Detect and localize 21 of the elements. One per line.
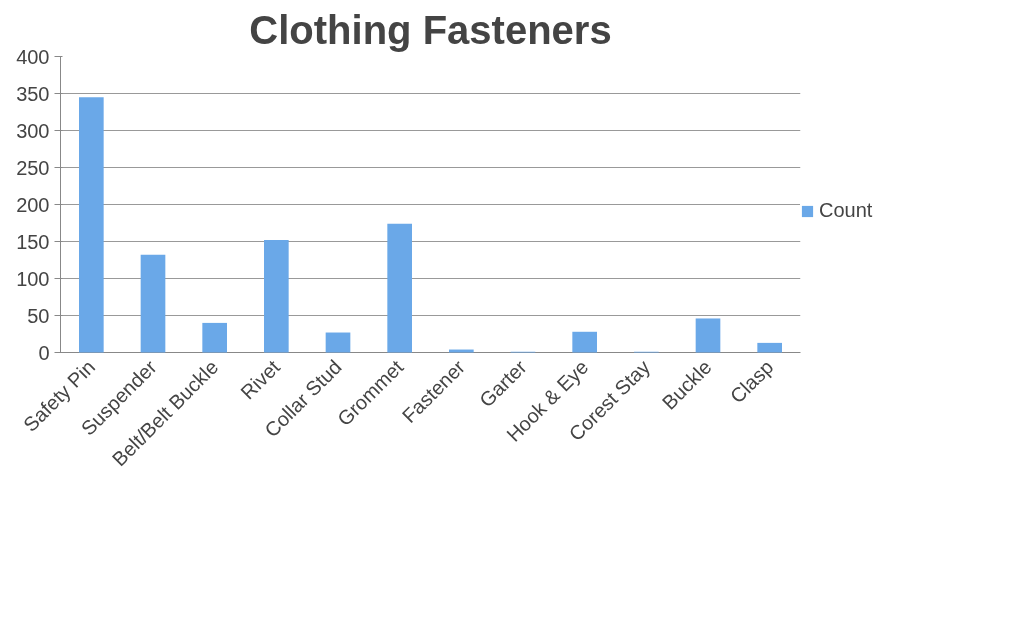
bar [264, 240, 289, 353]
bar [572, 331, 597, 353]
y-tick-label: 300 [16, 119, 50, 142]
bar [757, 342, 782, 353]
y-tick-label: 400 [16, 45, 50, 68]
y-tick-label: 100 [16, 267, 50, 290]
y-tick-label: 150 [16, 230, 50, 253]
chart-title: Clothing Fasteners [249, 7, 612, 52]
y-tick-label: 50 [27, 304, 50, 327]
bar [449, 349, 474, 353]
bar [325, 332, 351, 353]
y-tick-label: 350 [16, 82, 50, 105]
legend-label: Count [819, 199, 873, 222]
y-tick-label: 200 [16, 193, 50, 216]
y-tick-label: 250 [16, 156, 50, 179]
bar [695, 318, 721, 353]
y-tick-label: 0 [38, 341, 50, 364]
bar [387, 223, 412, 353]
bar [140, 254, 166, 353]
bar [79, 97, 104, 353]
bar [202, 322, 227, 353]
